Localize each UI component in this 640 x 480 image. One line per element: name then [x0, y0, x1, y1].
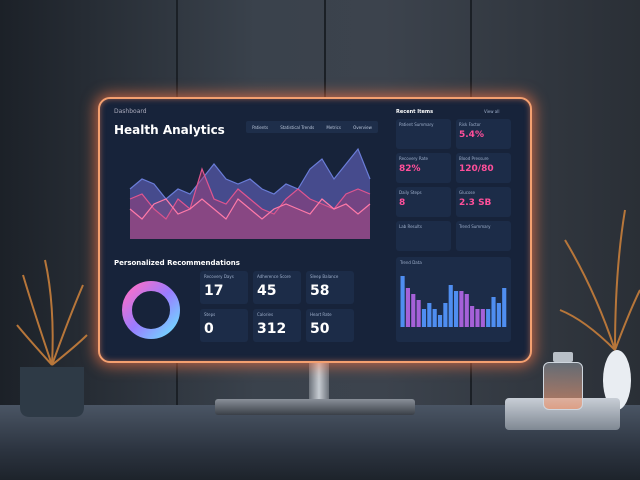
card-value: 58 [310, 283, 330, 299]
recommendation-card[interactable]: Sleep Balance 58 [306, 271, 354, 304]
bar [470, 306, 475, 327]
bar [405, 288, 410, 327]
card-value: 0 [204, 321, 214, 337]
card-label: Lab Results [399, 224, 422, 229]
bar [486, 309, 491, 327]
side-card[interactable]: Recovery Rate 82% [396, 153, 451, 183]
area-series-line [129, 198, 371, 220]
right-plant [559, 209, 640, 410]
side-heading: Recent Items [396, 109, 434, 115]
tab[interactable]: Statistical Trends [280, 124, 315, 130]
tab[interactable]: Metrics [326, 124, 341, 130]
card-label: Steps [204, 312, 216, 317]
side-card[interactable]: Risk Factor 5.4% [456, 119, 511, 149]
card-value: 45 [257, 283, 277, 299]
recommendation-card[interactable]: Steps 0 [200, 309, 248, 342]
area-series-line [129, 147, 371, 200]
recommendation-card[interactable]: Calories 312 [253, 309, 301, 342]
side-card[interactable]: Trend Summary [456, 221, 511, 251]
monitor-stand-base [215, 399, 415, 415]
bar-heading: Trend Data [400, 260, 422, 265]
card-label: Recovery Days [204, 274, 234, 279]
area-series-line [129, 167, 371, 220]
bar [480, 309, 485, 327]
bar [443, 303, 448, 327]
card-label: Calories [257, 312, 274, 317]
card-label: Adherence Score [257, 274, 291, 279]
bar [427, 303, 432, 327]
bar [502, 288, 507, 327]
recommendation-card[interactable]: Recovery Days 17 [200, 271, 248, 304]
card-label: Recovery Rate [399, 156, 428, 161]
area-chart [129, 147, 371, 239]
card-label: Trend Summary [459, 224, 491, 229]
glass-jar [543, 362, 583, 410]
tab[interactable]: Patients [252, 124, 269, 130]
donut-chart [122, 281, 180, 339]
card-label: Heart Rate [310, 312, 332, 317]
area-series-fill [130, 149, 370, 239]
bar [475, 309, 480, 327]
recommendation-card[interactable]: Adherence Score 45 [253, 271, 301, 304]
card-label: Patient Summary [399, 122, 434, 127]
bar [491, 297, 496, 327]
recommendations-heading: Personalized Recommendations [114, 259, 240, 267]
card-value: 82% [399, 164, 421, 174]
card-value: 8 [399, 198, 406, 208]
bar [437, 315, 443, 327]
bar [448, 285, 453, 327]
monitor-screen: Dashboard Health Analytics Patients Stat… [98, 97, 532, 363]
card-label: Blood Pressure [459, 156, 489, 161]
card-value: 17 [204, 283, 224, 299]
card-value: 2.3 SB [459, 198, 492, 208]
card-label: Daily Steps [399, 190, 422, 195]
side-card[interactable]: Patient Summary [396, 119, 451, 149]
bar [496, 303, 501, 327]
bar-chart-card: Trend Data [396, 257, 511, 342]
card-label: Glucose [459, 190, 475, 195]
bar [421, 309, 427, 327]
bar [464, 294, 469, 327]
card-value: 5.4% [459, 130, 484, 140]
bar [454, 291, 459, 327]
side-card[interactable]: Blood Pressure 120/80 [456, 153, 511, 183]
area-series-fill [130, 169, 370, 239]
page-title: Health Analytics [114, 123, 225, 137]
bar [416, 300, 421, 327]
card-label: Sleep Balance [310, 274, 339, 279]
tab-bar: Patients Statistical Trends Metrics Over… [246, 121, 378, 133]
card-label: Risk Factor [459, 122, 481, 127]
plant-pot [20, 367, 84, 417]
bar [432, 309, 437, 327]
side-card[interactable]: Glucose 2.3 SB [456, 187, 511, 217]
left-plant [16, 259, 88, 417]
bar [411, 294, 416, 327]
side-card[interactable]: Daily Steps 8 [396, 187, 451, 217]
card-value: 312 [257, 321, 287, 337]
view-all-link[interactable]: View all [484, 109, 500, 114]
jar-lid [553, 352, 573, 362]
monitor-stand-neck [309, 362, 329, 404]
side-card[interactable]: Lab Results [396, 221, 451, 251]
bar [400, 276, 405, 327]
recommendation-card[interactable]: Heart Rate 50 [306, 309, 354, 342]
card-value: 120/80 [459, 164, 494, 174]
tab[interactable]: Overview [353, 124, 372, 130]
logo: Dashboard [114, 108, 147, 115]
bar [459, 291, 464, 327]
bar-chart [400, 276, 507, 327]
card-value: 50 [310, 321, 330, 337]
